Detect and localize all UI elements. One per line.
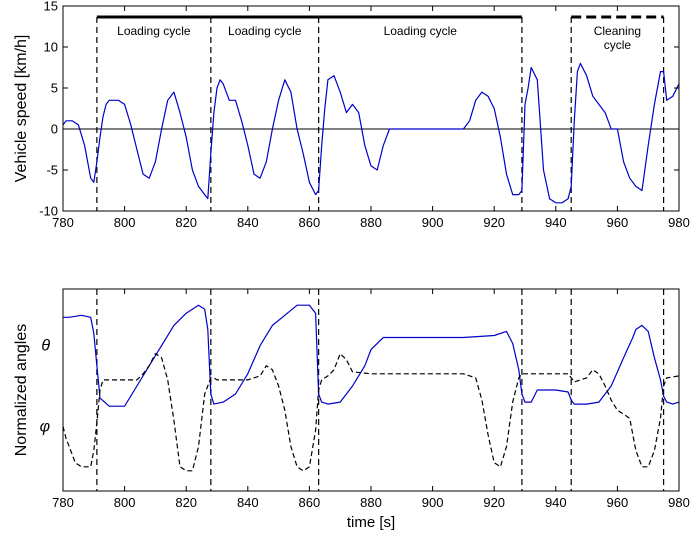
- x-tick-label: 840: [237, 215, 259, 230]
- x-tick-label: 880: [360, 215, 382, 230]
- angles-y-axis: θφ: [40, 338, 51, 436]
- x-tick-label: 820: [175, 495, 197, 510]
- cycle-labels: Loading cycle Loading cycle Loading cycle C…: [96, 15, 664, 52]
- x-tick-label: 800: [114, 495, 136, 510]
- y-tick-label: -5: [46, 163, 58, 178]
- cycle-label: Cleaning: [594, 24, 641, 38]
- x-tick-label: 960: [607, 495, 629, 510]
- phi-line: [62, 353, 680, 472]
- speed-line: [62, 62, 680, 204]
- angle-symbol-label: φ: [40, 418, 50, 435]
- x-tick-label: 860: [299, 215, 321, 230]
- theta-line: [63, 304, 680, 407]
- cycle-label: Loading cycle: [117, 24, 191, 38]
- x-tick-label: 960: [607, 215, 629, 230]
- x-tick-label: 940: [545, 215, 567, 230]
- x-tick-label: 920: [483, 215, 505, 230]
- x-tick-label: 780: [52, 495, 74, 510]
- cycle-label: cycle: [604, 38, 632, 52]
- speed-x-axis: 780 800 820 840 860 880 900 920 940 960 980: [52, 6, 690, 230]
- angles-panel: 780 800 820 840 860 880 900 920 940 960 980 θφ Nor…: [13, 288, 690, 531]
- angles-y-axis-label: Normalized angles: [13, 324, 30, 457]
- speed-y-axis: -10 -5 0 5 10 15: [39, 0, 679, 219]
- speed-series: [62, 62, 680, 204]
- x-tick-label: 780: [52, 215, 74, 230]
- cycle-markers: [96, 17, 665, 211]
- x-tick-label: 820: [175, 215, 197, 230]
- x-tick-label: 900: [422, 215, 444, 230]
- x-tick-label: 900: [422, 495, 444, 510]
- cycle-label: Loading cycle: [228, 24, 302, 38]
- x-tick-label: 940: [545, 495, 567, 510]
- x-tick-label: 840: [237, 495, 259, 510]
- y-tick-label: 0: [51, 122, 58, 137]
- cycle-markers: [96, 289, 665, 491]
- angle-series: [62, 304, 680, 472]
- cycle-label: Loading cycle: [384, 24, 458, 38]
- y-tick-label: 10: [44, 40, 58, 55]
- angle-symbol-label: θ: [41, 338, 50, 355]
- x-tick-label: 800: [114, 215, 136, 230]
- y-tick-label: -10: [39, 204, 58, 219]
- x-tick-label: 920: [483, 495, 505, 510]
- angles-x-axis: 780 800 820 840 860 880 900 920 940 960 980: [52, 289, 690, 510]
- angles-plot-frame: [62, 288, 680, 492]
- x-tick-label: 980: [668, 215, 690, 230]
- x-axis-label: time [s]: [347, 514, 395, 531]
- x-tick-label: 860: [299, 495, 321, 510]
- x-tick-label: 980: [668, 495, 690, 510]
- speed-panel: 780 800 820 840 860 880 900 920 940 960 980 -10 -5 0…: [13, 0, 690, 230]
- y-tick-label: 15: [44, 0, 58, 14]
- x-tick-label: 880: [360, 495, 382, 510]
- speed-y-axis-label: Vehicle speed [km/h]: [13, 35, 30, 183]
- y-tick-label: 5: [51, 81, 58, 96]
